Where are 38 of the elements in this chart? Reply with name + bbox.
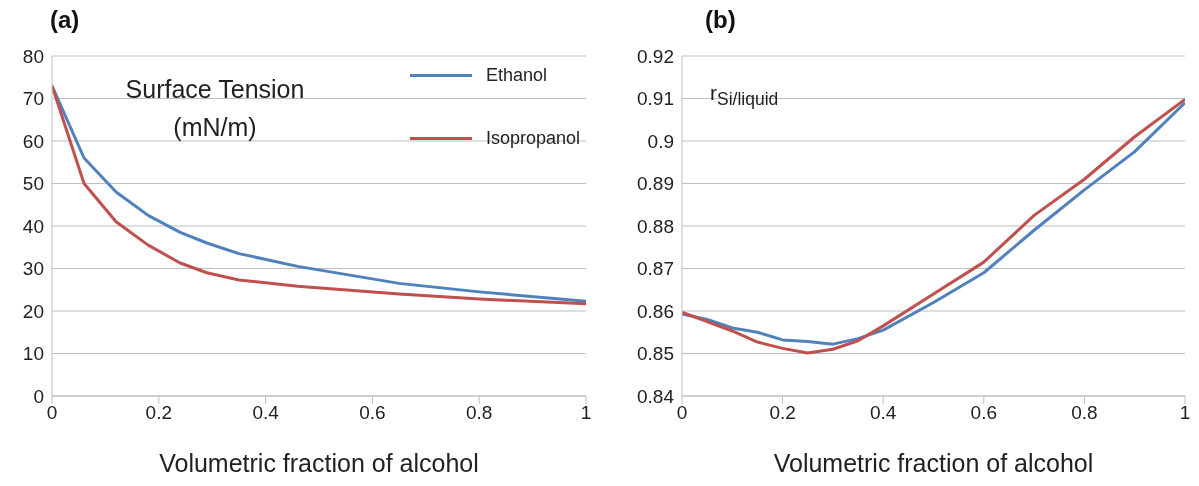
y-tick-label: 40: [22, 215, 44, 237]
y-tick-label: 0.89: [637, 173, 674, 195]
x-tick-label: 0.6: [359, 402, 386, 424]
x-tick-label: 0.4: [252, 402, 280, 424]
y-tick-label: 10: [22, 343, 44, 365]
annotation: Surface Tension (mN/m): [124, 74, 306, 143]
x-tick-label: 1: [580, 402, 592, 424]
x-tick-label: 1: [1179, 402, 1191, 424]
x-tick-label: 0: [46, 402, 58, 424]
y-tick-label: 20: [22, 300, 44, 322]
y-tick-label: 0.88: [637, 215, 674, 237]
x-tick-label: 0: [676, 402, 688, 424]
x-tick-label: 0.8: [465, 402, 493, 424]
x-tick-label: 0.4: [869, 402, 897, 424]
y-tick-label: 80: [22, 45, 44, 67]
y-tick-label: 50: [22, 173, 44, 195]
y-tick-label: 0.85: [637, 343, 674, 365]
y-tick-label: 60: [22, 130, 44, 152]
y-tick-label: 0.92: [637, 45, 674, 67]
y-tick-label: 0.87: [637, 258, 674, 280]
x-tick-label: 0.2: [145, 402, 173, 424]
y-tick-label: 0.84: [637, 385, 675, 407]
x-tick-label: 0.2: [769, 402, 796, 424]
y-tick-label: 0: [33, 385, 44, 407]
annotation: r$_{Si/liquid}$: [710, 80, 780, 112]
chart-title: (b): [705, 6, 736, 34]
y-tick-label: 30: [22, 258, 44, 280]
chart-title: (a): [50, 6, 80, 34]
x-axis-title: Volumetric fraction of alcohol: [159, 449, 479, 477]
y-tick-label: 0.9: [647, 130, 674, 152]
x-axis-title: Volumetric fraction of alcohol: [773, 449, 1094, 477]
y-tick-label: 70: [22, 88, 44, 110]
y-tick-label: 0.91: [637, 88, 674, 110]
x-tick-label: 0.8: [1071, 402, 1098, 424]
x-tick-label: 0.6: [970, 402, 998, 424]
legend-label: Ethanol: [485, 65, 547, 86]
legend-label: Isopropanol: [485, 128, 580, 149]
y-tick-label: 0.86: [637, 300, 674, 322]
